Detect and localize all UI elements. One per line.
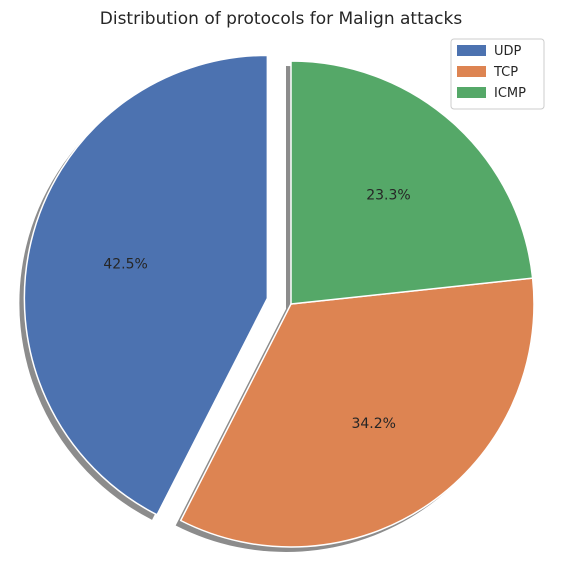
legend-label-tcp: TCP bbox=[493, 65, 518, 80]
slice-labels: 42.5% 34.2% 23.3% bbox=[103, 188, 410, 433]
legend: UDP TCP ICMP bbox=[450, 38, 545, 110]
pie-slices bbox=[23, 54, 535, 548]
legend-swatch-udp bbox=[457, 45, 486, 56]
legend-swatch-icmp bbox=[457, 87, 486, 98]
legend-label-udp: UDP bbox=[494, 44, 522, 59]
pct-label-udp: 42.5% bbox=[103, 256, 147, 272]
chart-title: Distribution of protocols for Malign att… bbox=[100, 9, 463, 29]
pct-label-icmp: 23.3% bbox=[366, 188, 410, 204]
pct-label-tcp: 34.2% bbox=[351, 416, 395, 432]
pie-slice-icmp bbox=[290, 60, 534, 305]
legend-label-icmp: ICMP bbox=[494, 86, 526, 101]
legend-swatch-tcp bbox=[457, 66, 486, 77]
pie-slice-udp bbox=[23, 54, 269, 516]
pie-slice-tcp bbox=[179, 277, 535, 548]
